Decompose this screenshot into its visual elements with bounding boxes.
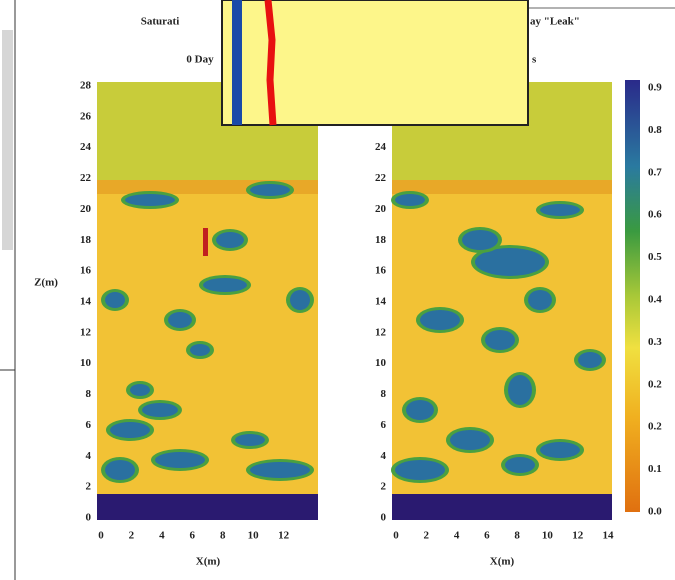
heatmap-blob xyxy=(462,230,498,250)
x-tick-label: 12 xyxy=(572,530,584,542)
heatmap-blob xyxy=(250,462,310,478)
heatmap-bottom xyxy=(97,494,318,520)
z-tick-label: 6 xyxy=(381,419,387,431)
x-tick-label: 12 xyxy=(278,530,290,542)
heatmap-band xyxy=(392,180,612,194)
heatmap-blob xyxy=(190,344,210,356)
z-tick-label: 22 xyxy=(375,172,387,184)
x-axis-label: X(m) xyxy=(490,556,515,568)
x-axis-label: X(m) xyxy=(196,556,221,568)
heatmap-bottom xyxy=(392,494,612,520)
colorbar-label: 0.2 xyxy=(648,378,662,390)
title-left: Saturati xyxy=(141,16,180,28)
z-tick-label: 2 xyxy=(86,481,92,493)
x-tick-label: 0 xyxy=(393,530,399,542)
title-right: ay "Leak" xyxy=(530,16,580,28)
heatmap-blob xyxy=(105,292,125,308)
heatmap-blob xyxy=(235,434,265,446)
z-tick-label: 18 xyxy=(80,234,92,246)
colorbar-label: 0.6 xyxy=(648,209,662,221)
z-tick-label: 18 xyxy=(375,234,387,246)
colorbar-label: 0.7 xyxy=(648,166,662,178)
z-tick-label: 0 xyxy=(86,512,92,524)
colorbar-label: 0.4 xyxy=(648,294,662,306)
z-tick-label: 8 xyxy=(381,388,387,400)
heatmap-blob xyxy=(216,232,244,248)
colorbar-label: 0.2 xyxy=(648,421,662,433)
z-tick-label: 2 xyxy=(381,481,387,493)
heatmap-blob xyxy=(290,290,310,310)
colorbar-label: 0.1 xyxy=(648,463,662,475)
heatmap-blob xyxy=(395,460,445,480)
heatmap-blob xyxy=(578,352,602,368)
colorbar-label: 0.0 xyxy=(648,506,662,518)
heatmap-blob xyxy=(130,384,150,396)
heatmap-blob xyxy=(105,460,135,480)
heatmap-blob xyxy=(155,452,205,468)
z-tick-label: 14 xyxy=(375,296,387,308)
heatmap-blob xyxy=(420,310,460,330)
z-tick-label: 22 xyxy=(80,172,92,184)
x-tick-label: 10 xyxy=(542,530,554,542)
x-tick-label: 14 xyxy=(603,530,615,542)
x-tick-label: 6 xyxy=(484,530,490,542)
z-tick-label: 10 xyxy=(375,357,387,369)
heatmap-blob xyxy=(505,457,535,473)
z-tick-label: 28 xyxy=(80,80,92,92)
inset-line-red xyxy=(264,0,277,126)
heatmap-blob xyxy=(540,442,580,458)
marker xyxy=(203,228,208,256)
colorbar-label: 0.5 xyxy=(648,251,662,263)
colorbar-label: 0.3 xyxy=(648,336,662,348)
heatmap-blob xyxy=(528,290,552,310)
z-tick-label: 8 xyxy=(86,388,92,400)
colorbar-label: 0.9 xyxy=(648,82,662,94)
z-tick-label: 26 xyxy=(80,110,92,122)
heatmap-blob xyxy=(142,403,178,417)
z-axis-label: Z(m) xyxy=(34,277,58,289)
x-tick-label: 10 xyxy=(248,530,260,542)
heatmap-blob xyxy=(250,184,290,196)
z-tick-label: 24 xyxy=(80,141,92,153)
heatmap-blob xyxy=(475,248,545,276)
heatmap-blob xyxy=(168,312,192,328)
heatmap-blob xyxy=(406,400,434,420)
colorbar xyxy=(625,80,640,512)
x-tick-label: 2 xyxy=(424,530,430,542)
heatmap-blob xyxy=(395,194,425,206)
clipped-text xyxy=(2,30,13,250)
z-tick-label: 4 xyxy=(381,450,387,462)
x-tick-label: 4 xyxy=(159,530,165,542)
z-tick-label: 16 xyxy=(80,265,92,277)
heatmap-blob xyxy=(508,375,532,405)
z-tick-label: 20 xyxy=(375,203,387,215)
z-tick-label: 12 xyxy=(80,326,92,338)
z-tick-label: 6 xyxy=(86,419,92,431)
z-tick-label: 20 xyxy=(80,203,92,215)
heatmap-blob xyxy=(540,204,580,216)
z-tick-label: 10 xyxy=(80,357,92,369)
z-tick-label: 0 xyxy=(381,512,387,524)
x-tick-label: 8 xyxy=(220,530,226,542)
x-tick-label: 4 xyxy=(454,530,460,542)
x-tick-label: 8 xyxy=(514,530,520,542)
subtitle-left: 0 Day xyxy=(186,54,214,66)
z-tick-label: 12 xyxy=(375,326,387,338)
x-tick-label: 0 xyxy=(98,530,104,542)
z-tick-label: 4 xyxy=(86,450,92,462)
heatmap-blob xyxy=(110,422,150,438)
heatmap-blob xyxy=(450,430,490,450)
heatmap-blob xyxy=(203,278,247,292)
inset-line-blue xyxy=(232,0,242,125)
heatmap-blob xyxy=(125,194,175,206)
x-tick-label: 2 xyxy=(129,530,135,542)
x-tick-label: 6 xyxy=(190,530,196,542)
z-tick-label: 14 xyxy=(80,296,92,308)
subtitle-right: s xyxy=(532,54,537,66)
z-tick-label: 24 xyxy=(375,141,387,153)
z-tick-label: 16 xyxy=(375,265,387,277)
heatmap-blob xyxy=(485,330,515,350)
colorbar-label: 0.8 xyxy=(648,124,662,136)
